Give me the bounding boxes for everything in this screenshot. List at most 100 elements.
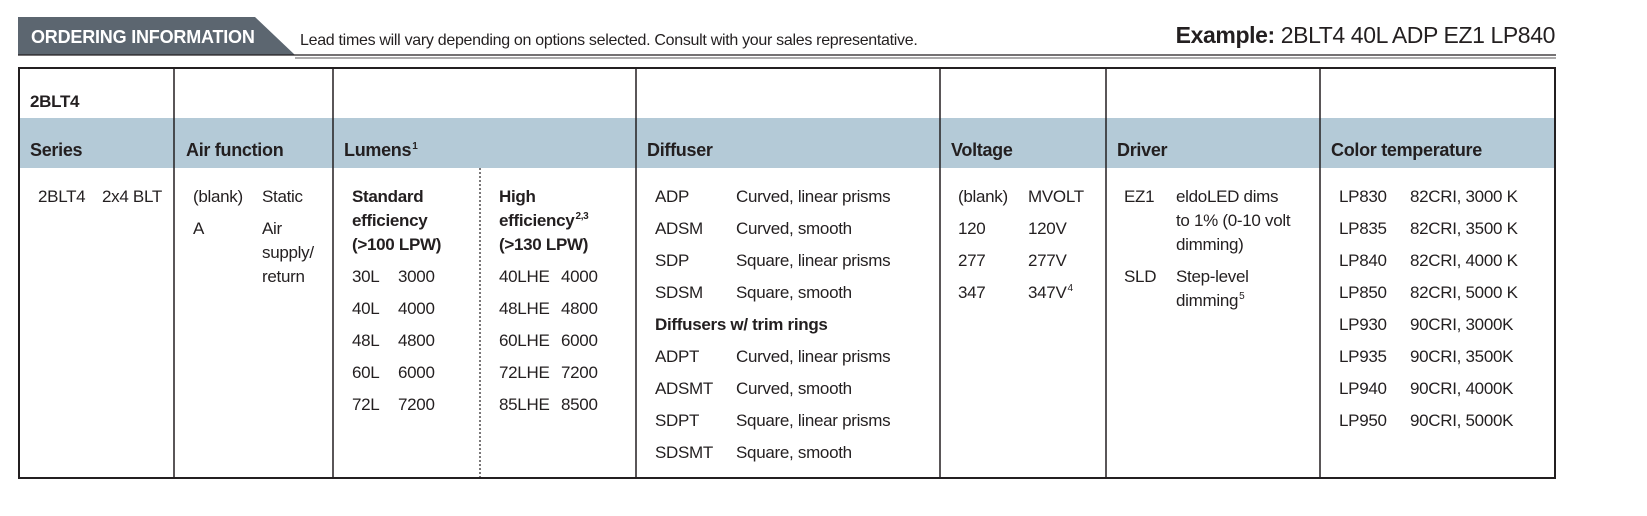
series-code: 2BLT4 bbox=[30, 92, 80, 111]
option-code: 30L bbox=[352, 267, 380, 286]
title-tab bbox=[18, 17, 295, 55]
option-desc: 120V bbox=[1028, 219, 1067, 238]
option-desc: 4800 bbox=[561, 299, 598, 318]
option-code: 48LHE bbox=[499, 299, 550, 318]
column-title: Air function bbox=[186, 140, 284, 160]
option-desc: 82CRI, 5000 K bbox=[1410, 283, 1518, 302]
option-code: LP950 bbox=[1339, 411, 1387, 430]
option-desc: 82CRI, 3500 K bbox=[1410, 219, 1518, 238]
option-code: LP935 bbox=[1339, 347, 1387, 366]
option-desc: MVOLT bbox=[1028, 187, 1084, 206]
option-code: 277 bbox=[958, 251, 986, 270]
column-title: Diffuser bbox=[647, 140, 713, 160]
option-code: ADSM bbox=[655, 219, 703, 238]
option-desc: Curved, smooth bbox=[736, 219, 852, 238]
section-title: ORDERING INFORMATION bbox=[31, 27, 255, 47]
option-code: 72L bbox=[352, 395, 380, 414]
option-desc: 90CRI, 3000K bbox=[1410, 315, 1514, 334]
option-code: LP835 bbox=[1339, 219, 1387, 238]
option-desc: 90CRI, 4000K bbox=[1410, 379, 1514, 398]
option-desc: 6000 bbox=[398, 363, 435, 382]
column-title: Color temperature bbox=[1331, 140, 1482, 160]
option-code: LP940 bbox=[1339, 379, 1387, 398]
option-desc: 4000 bbox=[561, 267, 598, 286]
column-dividers bbox=[173, 68, 1321, 478]
option-code: LP830 bbox=[1339, 187, 1387, 206]
example: Example: 2BLT4 40L ADP EZ1 LP840 bbox=[1176, 22, 1556, 49]
footnote: 4 bbox=[1067, 283, 1074, 294]
column-header: Voltage bbox=[951, 138, 1013, 162]
option-code: LP840 bbox=[1339, 251, 1387, 270]
option-desc: Square, smooth bbox=[736, 443, 852, 462]
option-code: (blank) bbox=[958, 187, 1008, 206]
option-code: 40L bbox=[352, 299, 380, 318]
column-title: Lumens bbox=[344, 140, 412, 160]
column-header: Air function bbox=[186, 138, 284, 162]
option-desc: Curved, smooth bbox=[736, 379, 852, 398]
footnote: 5 bbox=[1239, 291, 1245, 302]
group-title: High efficiency2,3 (>130 LPW) bbox=[499, 185, 609, 257]
option-code: LP930 bbox=[1339, 315, 1387, 334]
option-desc: Curved, linear prisms bbox=[736, 347, 891, 366]
option-code: SLD bbox=[1124, 267, 1157, 286]
column-header: Color temperature bbox=[1331, 138, 1482, 162]
option-desc: 3000 bbox=[398, 267, 435, 286]
group-title-text: Standard efficiency bbox=[352, 187, 428, 230]
option-code: SDP bbox=[655, 251, 690, 270]
option-desc: 90CRI, 5000K bbox=[1410, 411, 1514, 430]
footnote: 1 bbox=[412, 141, 418, 152]
option-desc: 82CRI, 3000 K bbox=[1410, 187, 1518, 206]
option-code: SDSMT bbox=[655, 443, 714, 462]
group-title: Diffusers w/ trim rings bbox=[655, 313, 828, 337]
option-code: SDSM bbox=[655, 283, 703, 302]
option-code: 2BLT4 bbox=[38, 187, 86, 206]
footnote: 2,3 bbox=[575, 211, 589, 222]
group-subtitle: (>100 LPW) bbox=[352, 235, 442, 254]
note: Lead times will vary depending on option… bbox=[300, 32, 918, 49]
group-title-text: Diffusers w/ trim rings bbox=[655, 315, 828, 334]
option-code: EZ1 bbox=[1124, 187, 1155, 206]
option-desc: Step-level dimming5 bbox=[1176, 267, 1249, 310]
option-code: SDPT bbox=[655, 411, 700, 430]
option-desc: 90CRI, 3500K bbox=[1410, 347, 1514, 366]
option-desc: 4000 bbox=[398, 299, 435, 318]
option-desc: 347V4 bbox=[1028, 283, 1074, 302]
option-desc: Square, linear prisms bbox=[736, 411, 891, 430]
option-desc: 2x4 BLT bbox=[102, 187, 162, 206]
option-desc: Curved, linear prisms bbox=[736, 187, 891, 206]
option-code: 347 bbox=[958, 283, 986, 302]
option-desc: Square, linear prisms bbox=[736, 251, 891, 270]
option-desc: 7200 bbox=[561, 363, 598, 382]
option-code: 60LHE bbox=[499, 331, 550, 350]
example-value: 2BLT4 40L ADP EZ1 LP840 bbox=[1280, 22, 1556, 48]
header-row bbox=[19, 118, 1555, 168]
option-desc: Air supply/ return bbox=[262, 219, 314, 286]
option-code: 72LHE bbox=[499, 363, 550, 382]
column-title: Voltage bbox=[951, 140, 1013, 160]
option-code: ADP bbox=[655, 187, 690, 206]
option-code: ADPT bbox=[655, 347, 700, 366]
column-header: Diffuser bbox=[647, 138, 713, 162]
option-code: (blank) bbox=[193, 187, 243, 206]
group-title-text: High efficiency bbox=[499, 187, 575, 230]
option-code: 48L bbox=[352, 331, 380, 350]
option-desc: Square, smooth bbox=[736, 283, 852, 302]
option-code: LP850 bbox=[1339, 283, 1387, 302]
option-code: 85LHE bbox=[499, 395, 550, 414]
option-desc: 7200 bbox=[398, 395, 435, 414]
group-title: Standard efficiency (>100 LPW) bbox=[352, 185, 462, 257]
column-header: Series bbox=[30, 138, 83, 162]
table-border bbox=[18, 67, 1556, 479]
option-desc: 8500 bbox=[561, 395, 598, 414]
column-title: Driver bbox=[1117, 140, 1168, 160]
option-desc: 82CRI, 4000 K bbox=[1410, 251, 1518, 270]
option-desc: 277V bbox=[1028, 251, 1067, 270]
option-desc: 4800 bbox=[398, 331, 435, 350]
option-desc: eldoLED dims to 1% (0-10 volt dimming) bbox=[1176, 187, 1291, 254]
column-header: Lumens1 bbox=[344, 138, 418, 162]
column-title: Series bbox=[30, 140, 83, 160]
option-code: A bbox=[193, 219, 205, 238]
option-code: ADSMT bbox=[655, 379, 714, 398]
